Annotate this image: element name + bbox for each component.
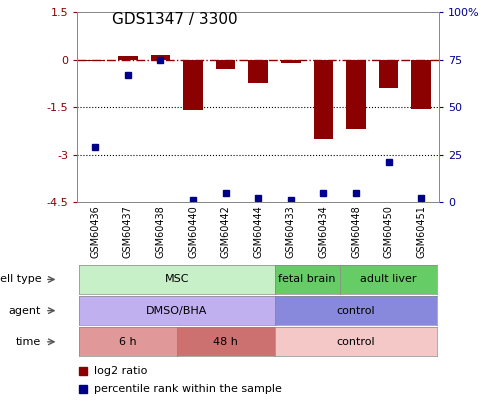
Bar [379, 60, 398, 88]
Bar [85, 60, 105, 61]
Text: time: time [16, 337, 41, 347]
Bar [281, 60, 300, 64]
Text: DMSO/BHA: DMSO/BHA [146, 306, 208, 315]
Bar [314, 60, 333, 139]
Text: control: control [337, 337, 375, 347]
Text: percentile rank within the sample: percentile rank within the sample [94, 384, 281, 394]
Text: log2 ratio: log2 ratio [94, 366, 147, 375]
Bar [216, 60, 236, 69]
Text: adult liver: adult liver [360, 275, 417, 284]
Text: cell type: cell type [0, 275, 41, 284]
Text: control: control [337, 306, 375, 315]
Bar [346, 60, 366, 129]
Bar [151, 55, 170, 60]
Text: GDS1347 / 3300: GDS1347 / 3300 [112, 12, 238, 27]
Text: 6 h: 6 h [119, 337, 137, 347]
Bar [411, 60, 431, 109]
Text: fetal brain: fetal brain [278, 275, 336, 284]
Text: MSC: MSC [165, 275, 189, 284]
Bar [249, 60, 268, 83]
Text: 48 h: 48 h [213, 337, 238, 347]
Bar [118, 56, 138, 60]
Bar [183, 60, 203, 110]
Text: agent: agent [9, 306, 41, 315]
